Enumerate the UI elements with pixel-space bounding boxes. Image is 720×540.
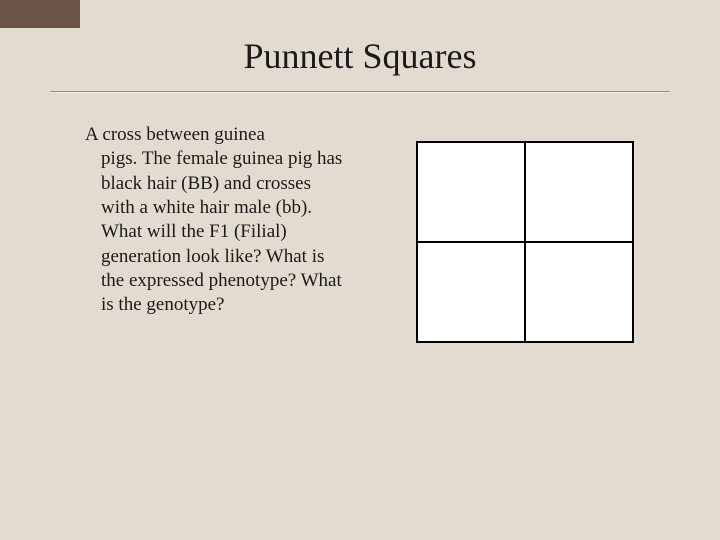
punnett-cell: [417, 242, 525, 342]
punnett-cell: [417, 142, 525, 242]
content-area: A cross between guinea pigs. The female …: [0, 93, 720, 343]
punnett-square-container: [385, 123, 665, 343]
punnett-cell: [525, 242, 633, 342]
body-first-line: A cross between guinea: [85, 124, 265, 145]
corner-accent: [0, 0, 80, 28]
body-text: A cross between guinea pigs. The female …: [85, 123, 345, 343]
table-row: [417, 142, 633, 242]
body-rest: pigs. The female guinea pig has black ha…: [85, 147, 345, 317]
punnett-cell: [525, 142, 633, 242]
slide-title: Punnett Squares: [0, 0, 720, 91]
punnett-square: [416, 141, 634, 343]
table-row: [417, 242, 633, 342]
